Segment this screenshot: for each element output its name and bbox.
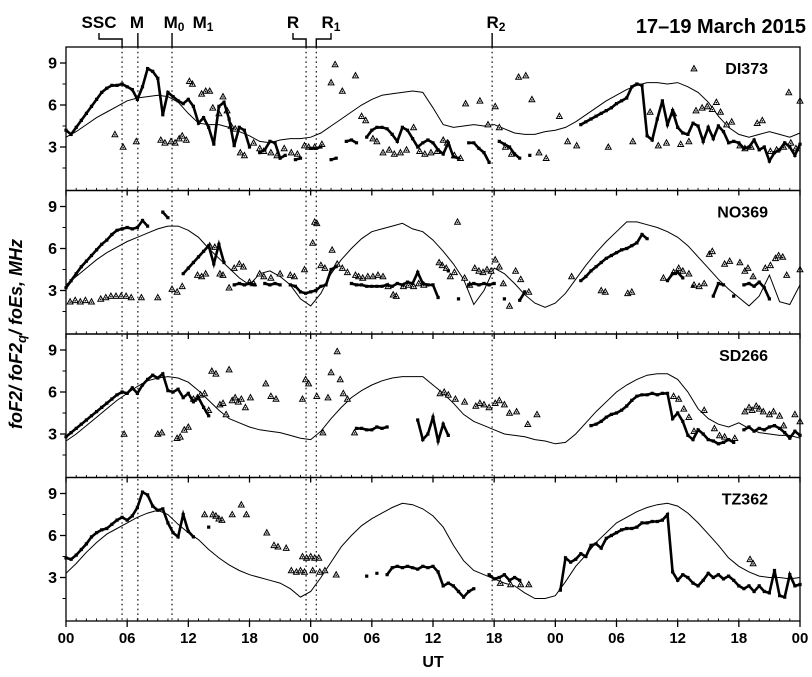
station-label-TZ362: TZ362 — [722, 492, 768, 509]
y-tick-label: 3 — [48, 283, 57, 300]
y-tick-label: 3 — [48, 427, 57, 444]
event-annotations: SSC M M0 M1 R R1 R2 — [82, 13, 506, 621]
panel-TZ362: 3 6 9 TZ362 — [48, 476, 802, 627]
y-tick-label: 3 — [48, 140, 57, 157]
x-tick-label: 18 — [730, 630, 747, 647]
station-label-NO369: NO369 — [717, 205, 768, 222]
x-axis-title: UT — [422, 654, 444, 671]
x-axis-labels: 00 06 12 18 00 06 12 18 00 06 12 18 00 UT — [58, 630, 809, 671]
y-axis-title: foF2/ foF2q/ foEs, MHz — [6, 239, 29, 429]
event-leader-ssc — [98, 33, 123, 47]
station-label-SD266: SD266 — [719, 348, 768, 365]
x-tick-label: 00 — [792, 630, 809, 647]
event-label-m0: M0 — [164, 13, 185, 34]
y-tick-label: 9 — [48, 343, 57, 360]
y-tick-label: 6 — [48, 241, 57, 258]
y-tick-label: 6 — [48, 528, 57, 545]
x-tick-label: 06 — [608, 630, 625, 647]
event-label-r2: R2 — [487, 13, 506, 34]
event-label-m1: M1 — [193, 13, 214, 34]
x-tick-label: 18 — [486, 630, 503, 647]
panel-NO369: 3 6 9 NO369 — [48, 189, 804, 339]
foF2-curve-NO369 — [666, 270, 684, 282]
y-tick-label: 3 — [48, 570, 57, 587]
figure-title: 17–19 March 2015 — [636, 16, 806, 38]
event-label-ssc: SSC — [82, 13, 117, 32]
event-leader-r — [292, 33, 307, 47]
x-tick-label: 00 — [58, 630, 75, 647]
y-tick-label: 9 — [48, 56, 57, 73]
y-tick-label: 6 — [48, 98, 57, 115]
foF2q-curve-NO369 — [65, 221, 801, 308]
foEs-triangle-markers-TZ362 — [200, 500, 757, 588]
event-leader-r1 — [315, 33, 332, 47]
x-tick-label: 00 — [302, 630, 319, 647]
foEs-triangle-markers-NO369 — [66, 217, 804, 309]
y-tick-label: 9 — [48, 486, 57, 503]
x-tick-label: 12 — [180, 630, 197, 647]
panel-DI373: 3 6 9 DI373 — [48, 46, 804, 196]
x-tick-label: 18 — [241, 630, 258, 647]
foF2-curve-NO369 — [264, 282, 281, 287]
foF2-square-markers-SD266 — [64, 372, 802, 446]
x-tick-label: 00 — [547, 630, 564, 647]
station-label-DI373: DI373 — [725, 61, 768, 78]
event-label-m: M — [130, 13, 144, 32]
foF2q-curve-SD266 — [65, 373, 801, 445]
x-tick-label: 06 — [363, 630, 380, 647]
x-tick-label: 06 — [119, 630, 136, 647]
x-tick-label: 12 — [425, 630, 442, 647]
foF2-curve-NO369 — [289, 265, 337, 295]
y-tick-label: 9 — [48, 199, 57, 216]
x-tick-label: 12 — [669, 630, 686, 647]
event-label-r1: R1 — [322, 13, 341, 34]
y-tick-label: 6 — [48, 385, 57, 402]
foF2q-curve-DI373 — [65, 82, 801, 144]
event-label-r: R — [287, 13, 299, 32]
